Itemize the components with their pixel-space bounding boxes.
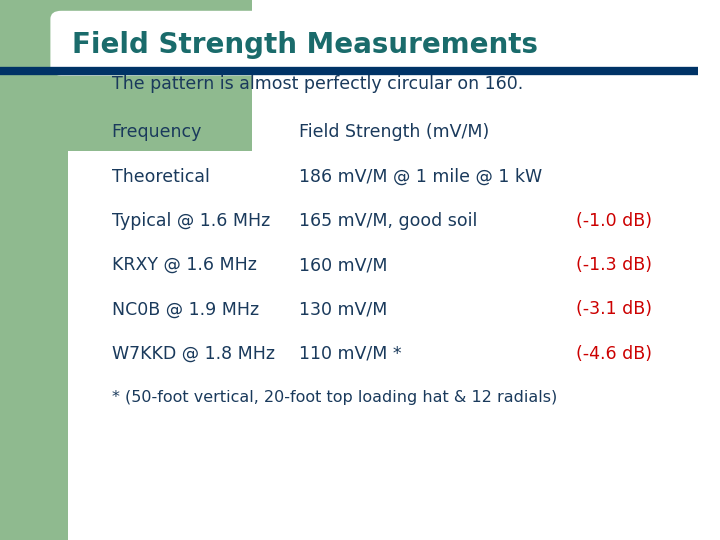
Text: * (50-foot vertical, 20-foot top loading hat & 12 radials): * (50-foot vertical, 20-foot top loading… (112, 390, 557, 406)
Text: (-3.1 dB): (-3.1 dB) (576, 300, 652, 319)
Text: Field Strength (mV/M): Field Strength (mV/M) (299, 123, 489, 141)
Text: (-4.6 dB): (-4.6 dB) (576, 345, 652, 363)
Text: KRXY @ 1.6 MHz: KRXY @ 1.6 MHz (112, 256, 256, 274)
Text: 186 mV/M @ 1 mile @ 1 kW: 186 mV/M @ 1 mile @ 1 kW (299, 167, 542, 186)
Text: NC0B @ 1.9 MHz: NC0B @ 1.9 MHz (112, 300, 258, 319)
Text: Field Strength Measurements: Field Strength Measurements (72, 31, 538, 59)
Text: The pattern is almost perfectly circular on 160.: The pattern is almost perfectly circular… (112, 75, 523, 93)
Text: Theoretical: Theoretical (112, 167, 210, 186)
Text: W7KKD @ 1.8 MHz: W7KKD @ 1.8 MHz (112, 345, 274, 363)
Text: (-1.3 dB): (-1.3 dB) (576, 256, 652, 274)
Text: 165 mV/M, good soil: 165 mV/M, good soil (299, 212, 477, 230)
Text: 160 mV/M: 160 mV/M (299, 256, 387, 274)
Text: Typical @ 1.6 MHz: Typical @ 1.6 MHz (112, 212, 270, 230)
Text: (-1.0 dB): (-1.0 dB) (576, 212, 652, 230)
Text: Frequency: Frequency (112, 123, 202, 141)
Text: 110 mV/M *: 110 mV/M * (299, 345, 402, 363)
Text: 130 mV/M: 130 mV/M (299, 300, 387, 319)
